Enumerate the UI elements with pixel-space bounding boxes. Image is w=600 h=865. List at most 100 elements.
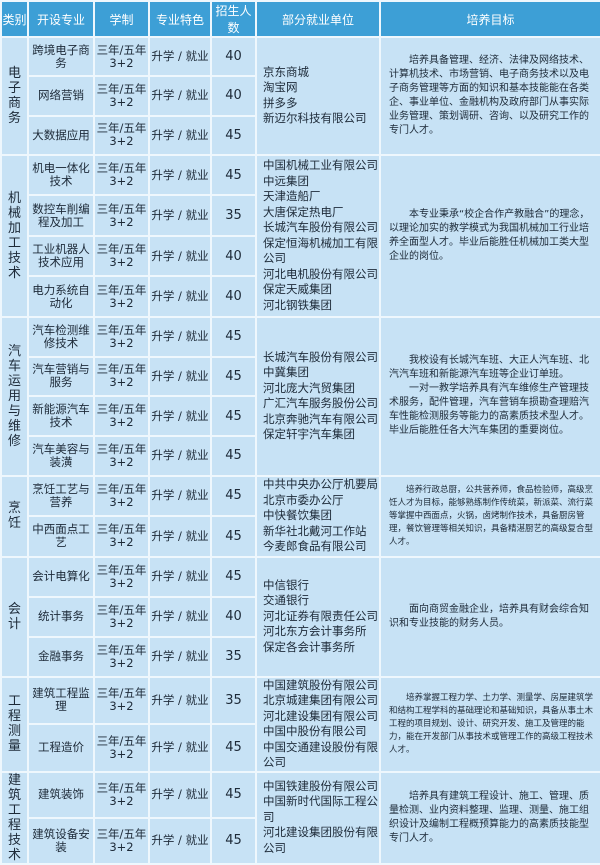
employer-item: 广汇汽车服务股份公司	[263, 396, 378, 411]
enrollment-count: 35	[210, 675, 257, 726]
major-name: 会计电算化	[27, 555, 95, 598]
header-system: 学制	[93, 0, 150, 38]
study-system-type: 3+2	[109, 255, 134, 270]
study-system-years: 三年/五年	[96, 402, 147, 417]
study-system: 三年/五年 3+2	[93, 474, 150, 518]
employer-item: 中冀集团	[263, 365, 309, 380]
major-feature: 升学 / 就业	[148, 234, 212, 278]
employer-item: 新迈尔科技有限公司	[263, 111, 367, 126]
major-name: 统计事务	[27, 595, 95, 638]
major-feature: 升学 / 就业	[148, 723, 212, 773]
goal-paragraph: 面向商贸金融企业，培养具有财会综合知识和专业技能的财务人员。	[389, 603, 589, 629]
major-name: 大数据应用	[27, 114, 95, 156]
major-name: 汽车营销与服务	[27, 355, 95, 398]
study-system: 三年/五年 3+2	[93, 75, 150, 117]
category-cell: 会计	[0, 555, 29, 678]
study-system-type: 3+2	[109, 375, 134, 390]
major-feature: 升学 / 就业	[148, 515, 212, 558]
major-feature: 升学 / 就业	[148, 315, 212, 358]
employer-item: 中共中央办公厅机要局	[263, 477, 378, 492]
study-system-type: 3+2	[109, 55, 134, 70]
major-feature: 升学 / 就业	[148, 816, 212, 865]
study-system-years: 三年/五年	[96, 282, 147, 297]
enrollment-count: 35	[210, 635, 257, 678]
enrollment-count: 45	[210, 153, 257, 197]
goal-paragraph: 培养掌握工程力学、土力学、测量学、房屋建筑学和结构工程学科的基础理论和基础知识，…	[389, 692, 594, 755]
enrollment-count: 45	[210, 395, 257, 437]
major-name: 烹饪工艺与营养	[27, 474, 95, 518]
major-feature: 升学 / 就业	[148, 114, 212, 156]
goal-cell: 培养行政总厨，公共营养师，食品检验师，高级烹饪人才为目标，能够熟练制作传统菜，新…	[379, 474, 600, 558]
study-system-years: 三年/五年	[96, 121, 147, 136]
employer-item: 中国机械工业有限公司	[263, 158, 378, 173]
study-system-type: 3+2	[109, 335, 134, 350]
table-row: 统计事务 三年/五年 3+2 升学 / 就业 40	[1, 595, 600, 638]
category-cell: 烹饪	[0, 474, 29, 558]
header-row: 类别 开设专业 学制 专业特色 招生人数 部分就业单位 培养目标	[0, 0, 600, 38]
major-name: 新能源汽车技术	[27, 395, 95, 437]
study-system: 三年/五年 3+2	[93, 194, 150, 237]
employer-item: 中国中股份有限公司	[263, 724, 367, 739]
enrollment-count: 35	[210, 194, 257, 237]
study-system-years: 三年/五年	[96, 81, 147, 96]
study-system: 三年/五年 3+2	[93, 234, 150, 278]
employer-item: 今麦郎食品有限公司	[263, 539, 367, 554]
enrollment-count: 45	[210, 474, 257, 518]
employer-item: 中信银行	[263, 577, 309, 592]
employers-cell: 中国建筑股份有限公司 北京城建集团有限公司 河北建设集团有限公司 中国中股份有限公司中…	[255, 675, 381, 773]
employer-item: 河北东方会计事务所	[263, 624, 367, 639]
study-system: 三年/五年 3+2	[93, 315, 150, 358]
employer-item: 河北庞大汽贸集团	[263, 380, 355, 395]
study-system: 三年/五年 3+2	[93, 816, 150, 865]
table-row: 汽车美容与装潢 三年/五年 3+2 升学 / 就业 45	[1, 434, 600, 477]
study-system: 三年/五年 3+2	[93, 635, 150, 678]
study-system-years: 三年/五年	[96, 780, 147, 795]
table-row: 机械加工技术 机电一体化技术 三年/五年 3+2 升学 / 就业 45 中国机械工业有限公司…	[0, 153, 600, 318]
enrollment-count: 45	[210, 434, 257, 477]
employer-item: 北京城建集团有限公司	[263, 693, 378, 708]
header-feature: 专业特色	[148, 0, 212, 38]
enrollment-count: 40	[210, 234, 257, 278]
table-row: 工业机器人技术应用 三年/五年 3+2 升学 / 就业 40	[1, 234, 600, 278]
major-feature: 升学 / 就业	[148, 675, 212, 726]
enrollment-count: 45	[210, 315, 257, 358]
major-feature: 升学 / 就业	[148, 75, 212, 117]
employers-cell: 京东商城 淘宝网 拼多多 新迈尔科技有限公司	[255, 36, 381, 156]
study-system-type: 3+2	[109, 494, 134, 509]
study-system: 三年/五年 3+2	[93, 555, 150, 598]
employer-item: 新华社北戴河工作站	[263, 523, 367, 538]
study-system: 三年/五年 3+2	[93, 395, 150, 437]
category-label: 汽车运用与维修	[8, 343, 22, 449]
study-system: 三年/五年 3+2	[93, 770, 150, 819]
study-system-type: 3+2	[109, 454, 134, 469]
enrollment-count: 45	[210, 114, 257, 156]
major-name: 电力系统自动化	[27, 275, 95, 318]
employer-item: 保定各会计事务所	[263, 639, 355, 654]
header-goal: 培养目标	[379, 0, 600, 38]
goal-paragraph: 一对一教学培养具有汽车维修生产管理技术服务，配件管理，汽车营销车损勘查理赔汽车性…	[389, 383, 589, 437]
major-feature: 升学 / 就业	[148, 153, 212, 197]
major-feature: 升学 / 就业	[148, 555, 212, 598]
table-body: 电子商务 跨境电子商务 三年/五年 3+2 升学 / 就业 40 京东商城 淘宝网 拼多多 新迈尔…	[0, 35, 600, 865]
study-system-years: 三年/五年	[96, 42, 147, 57]
employers-cell: 长城汽车股份有限公司 中冀集团 河北庞大汽贸集团 广汇汽车服务股份公司 北京奔驰汽车有限…	[255, 315, 381, 477]
employer-item: 中国交通建设股份有限公司	[263, 739, 378, 770]
study-system-type: 3+2	[109, 575, 134, 590]
employer-item: 淘宝网	[263, 80, 298, 95]
employer-item: 河北证券有限责任公司	[263, 608, 378, 623]
major-name: 数控车削编程及加工	[27, 194, 95, 237]
study-system: 三年/五年 3+2	[93, 153, 150, 197]
employer-item: 大唐保定热电厂	[263, 204, 344, 219]
study-system-years: 三年/五年	[96, 322, 147, 337]
study-system-type: 3+2	[109, 655, 134, 670]
study-system: 三年/五年 3+2	[93, 275, 150, 318]
major-name: 中西面点工艺	[27, 515, 95, 558]
major-feature: 升学 / 就业	[148, 595, 212, 638]
table-row: 工程测量 建筑工程监理 三年/五年 3+2 升学 / 就业 35 中国建筑股份有限公司 北京城…	[0, 675, 600, 773]
category-label: 机械加工技术	[8, 190, 22, 281]
study-system: 三年/五年 3+2	[93, 35, 150, 78]
employer-item: 拼多多	[263, 95, 298, 110]
employers-cell: 中国机械工业有限公司 中远集团 天津造船厂 大唐保定热电厂 长城汽车股份有限公司 保定恒海…	[255, 153, 381, 318]
employer-item: 中国铁建股份有限公司	[263, 778, 378, 793]
